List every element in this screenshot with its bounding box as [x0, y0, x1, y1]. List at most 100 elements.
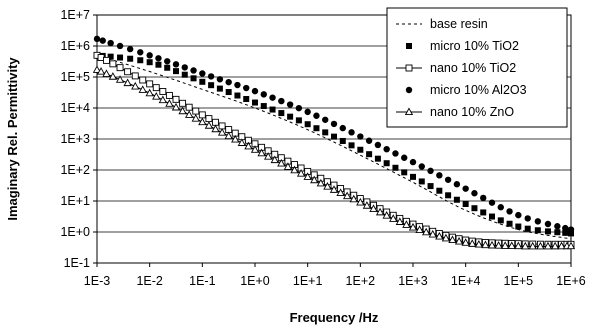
data-point	[146, 52, 153, 59]
data-point	[171, 102, 181, 111]
data-point	[252, 99, 258, 106]
data-point	[131, 72, 139, 80]
data-point	[554, 223, 561, 230]
data-point	[480, 194, 487, 202]
legend-label: micro 10% Al2O3	[430, 83, 527, 97]
data-point	[444, 176, 452, 183]
data-point	[103, 56, 110, 64]
data-point	[277, 158, 286, 167]
data-point	[568, 230, 574, 237]
data-point	[92, 65, 102, 73]
data-point	[93, 35, 101, 43]
data-point	[348, 129, 355, 136]
data-point	[310, 175, 319, 184]
data-point	[116, 64, 124, 72]
data-point	[468, 239, 477, 247]
data-point	[418, 163, 425, 170]
data-point	[99, 37, 106, 44]
data-point	[225, 89, 232, 96]
data-point	[348, 142, 355, 149]
data-point	[408, 222, 418, 231]
data-point	[494, 241, 503, 249]
data-point	[515, 223, 522, 230]
data-point	[117, 54, 124, 61]
data-point	[173, 68, 179, 75]
data-point	[185, 103, 193, 111]
data-point	[562, 229, 569, 236]
data-point	[152, 92, 161, 100]
data-point	[415, 225, 424, 233]
data-point	[234, 81, 241, 89]
data-point	[392, 164, 399, 171]
data-point	[395, 217, 404, 225]
data-point	[270, 155, 279, 164]
data-point	[287, 113, 294, 120]
data-point	[528, 241, 537, 250]
data-point	[224, 131, 233, 140]
y-tick-label: 1E+6	[60, 39, 90, 53]
data-point	[139, 76, 147, 84]
legend-item: nano 10% TiO2	[396, 61, 516, 75]
data-point	[322, 116, 329, 123]
data-point	[331, 133, 337, 140]
data-point	[471, 190, 478, 197]
data-point	[199, 70, 206, 77]
data-point	[231, 134, 240, 143]
data-point	[474, 239, 483, 248]
data-point	[336, 188, 345, 196]
data-point	[286, 101, 294, 108]
data-point	[382, 211, 391, 219]
data-point	[357, 146, 364, 153]
data-point	[243, 84, 250, 92]
series-3	[93, 35, 575, 233]
legend: base resin micro 10% TiO2 nano 10% TiO2 mic…	[386, 7, 568, 128]
data-point	[269, 94, 276, 101]
data-point	[127, 55, 134, 62]
data-point	[544, 220, 552, 228]
data-point	[216, 85, 223, 92]
data-point	[497, 204, 504, 211]
data-point	[295, 104, 303, 112]
data-point	[283, 162, 293, 170]
data-point	[244, 141, 253, 150]
data-point	[237, 138, 246, 146]
data-point	[190, 75, 197, 82]
data-point	[181, 64, 188, 71]
data-point	[146, 59, 153, 66]
data-point	[191, 114, 200, 122]
data-point	[453, 181, 461, 188]
series-layer	[92, 35, 576, 250]
data-point	[550, 241, 560, 250]
data-point	[155, 55, 162, 62]
x-tick-label: 1E-1	[189, 274, 215, 288]
data-point	[304, 108, 311, 116]
y-tick-label: 1E+0	[60, 225, 90, 239]
legend-item: micro 10% TiO2	[406, 39, 519, 53]
y-tick-label: 1E+7	[60, 8, 90, 22]
data-point	[514, 241, 523, 250]
x-tick-label: 1E+3	[398, 274, 428, 288]
data-point	[489, 213, 495, 220]
data-point	[152, 84, 160, 92]
data-point	[278, 110, 285, 117]
y-tick-label: 1E+5	[60, 70, 90, 84]
data-point	[501, 241, 510, 249]
data-point	[418, 178, 425, 185]
data-point	[362, 201, 372, 209]
data-point	[374, 155, 381, 162]
data-point	[401, 154, 408, 161]
data-point	[536, 241, 545, 250]
data-point	[264, 152, 273, 160]
x-tick-label: 1E+5	[504, 274, 534, 288]
data-point	[462, 201, 469, 208]
data-point	[392, 150, 399, 157]
data-point	[181, 71, 188, 78]
data-point	[165, 99, 174, 107]
legend-label: nano 10% TiO2	[430, 61, 516, 75]
data-point	[304, 121, 311, 128]
data-point	[225, 78, 232, 86]
data-point	[383, 145, 390, 153]
y-tick-label: 1E+4	[60, 101, 90, 115]
legend-label: base resin	[430, 17, 488, 31]
